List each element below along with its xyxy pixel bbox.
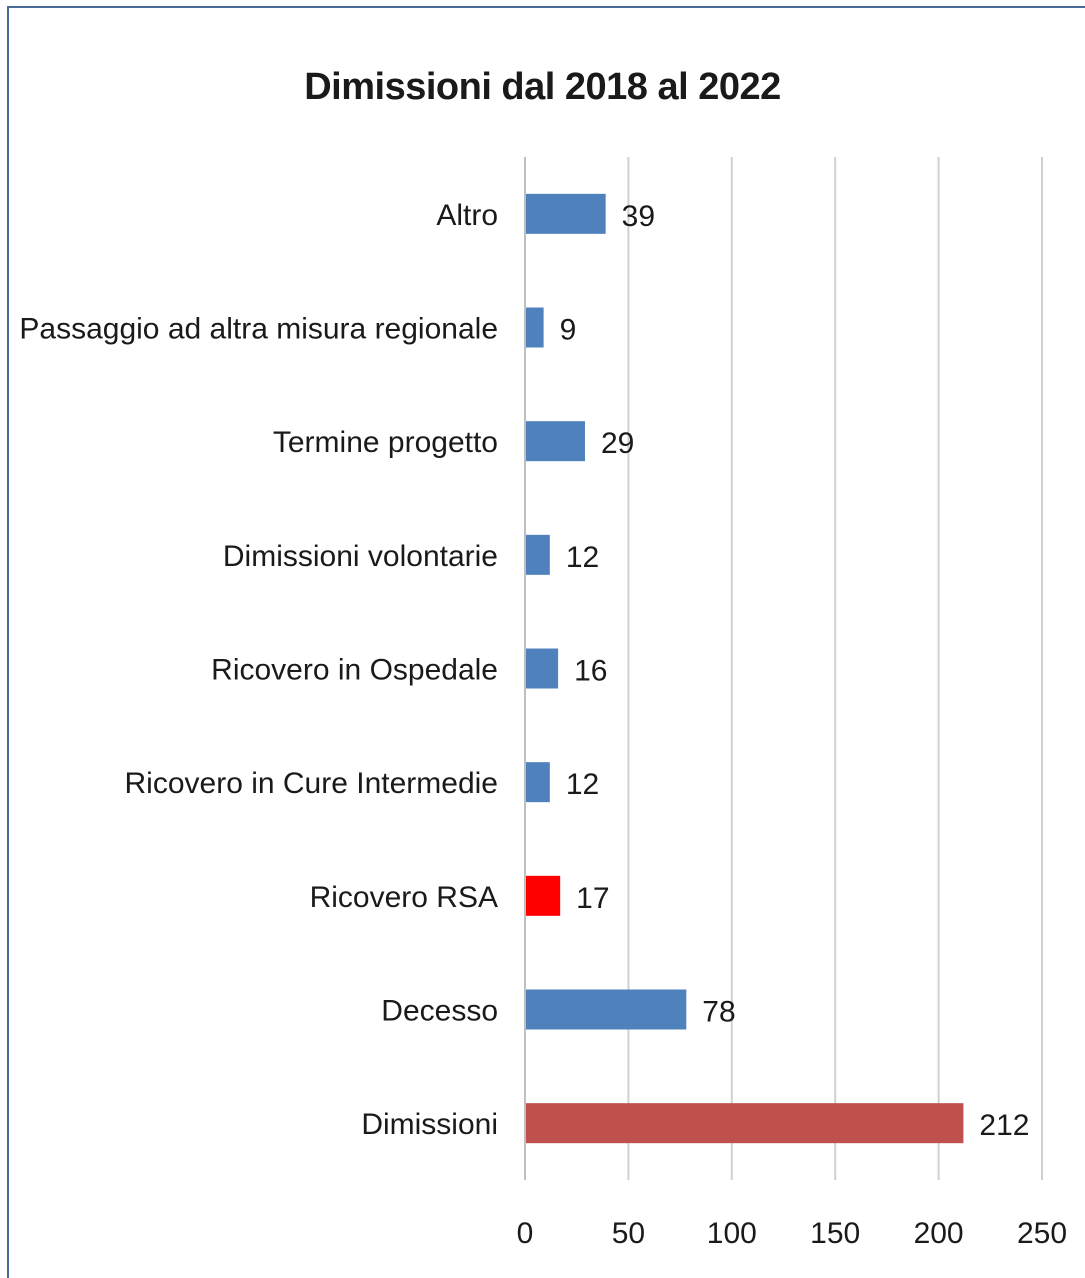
x-tick-label: 50	[612, 1217, 645, 1250]
x-tick-label: 250	[1017, 1217, 1067, 1250]
bar	[526, 762, 550, 803]
bar	[526, 193, 606, 234]
data-label: 39	[622, 200, 655, 233]
bar	[526, 1103, 964, 1144]
data-label: 17	[576, 882, 609, 915]
bars	[526, 193, 964, 1144]
category-label: Altro	[436, 199, 498, 232]
x-tick-label: 0	[517, 1217, 534, 1250]
bar	[526, 534, 550, 575]
bar	[526, 307, 544, 348]
category-label: Passaggio ad altra misura regionale	[19, 313, 498, 346]
data-label: 16	[574, 655, 607, 688]
value-labels: 39 9 29 12 16 12 17 78 212	[560, 200, 1030, 1142]
bar	[526, 875, 561, 916]
x-tick-label: 150	[810, 1217, 860, 1250]
chart-title: Dimissioni dal 2018 al 2022	[304, 66, 781, 108]
data-label: 12	[566, 768, 599, 801]
category-label: Ricovero in Ospedale	[211, 654, 498, 687]
category-labels: Altro Passaggio ad altra misura regionale…	[19, 199, 498, 1141]
data-label: 78	[702, 996, 735, 1029]
category-label: Ricovero RSA	[310, 881, 498, 914]
bar	[526, 648, 559, 689]
category-label: Decesso	[381, 995, 498, 1028]
category-label: Termine progetto	[273, 426, 498, 459]
bar	[526, 989, 687, 1030]
category-label: Ricovero in Cure Intermedie	[125, 767, 499, 800]
category-label: Dimissioni	[361, 1108, 498, 1141]
data-label: 212	[979, 1109, 1029, 1142]
bar	[526, 421, 585, 462]
data-label: 12	[566, 541, 599, 574]
data-label: 9	[560, 314, 577, 347]
category-label: Dimissioni volontarie	[223, 540, 498, 573]
x-tick-label: 200	[914, 1217, 964, 1250]
x-tick-label: 100	[707, 1217, 757, 1250]
x-axis-ticks: 0 50 100 150 200 250	[517, 1217, 1067, 1250]
data-label: 29	[601, 427, 634, 460]
